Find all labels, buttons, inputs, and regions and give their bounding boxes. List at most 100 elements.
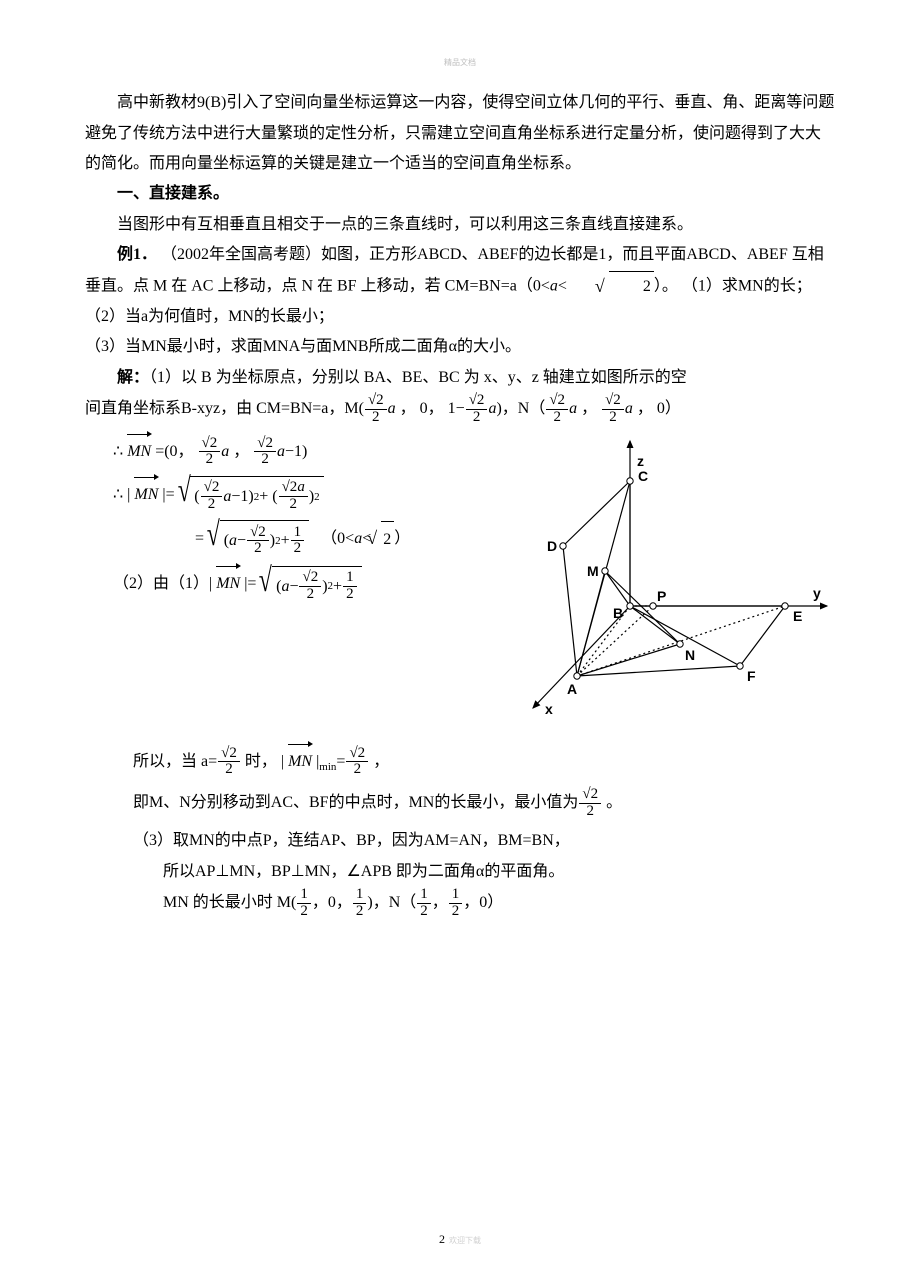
formula-mn-vec: ∴ MN =(0， √22a ， √22a−1) bbox=[113, 432, 495, 469]
section-title-text: 一、直接建系。 bbox=[117, 185, 229, 202]
frac-M1: √22 bbox=[365, 393, 387, 426]
p3-l3c: )，N（ bbox=[367, 894, 416, 911]
vec-MN-3: MN bbox=[216, 564, 240, 601]
p3-l3b: ，0， bbox=[312, 894, 352, 911]
frac-num: √2 bbox=[466, 393, 488, 410]
conclusion: 即M、N分别移动到AC、BF的中点时，MN的长最小，最小值为√22 。 bbox=[133, 785, 835, 820]
svg-text:F: F bbox=[747, 668, 756, 684]
frac-so-b: √22 bbox=[346, 746, 368, 779]
sol-p1-a: （1）以 B 为坐标原点，分别以 BA、BE、BC 为 x、y、z 轴建立如图所… bbox=[149, 369, 687, 386]
p3-l3d: ， bbox=[432, 894, 448, 911]
page-number-faint: 欢迎下载 bbox=[449, 1236, 481, 1245]
frac-den: 2 bbox=[254, 452, 276, 468]
frac-den: 2 bbox=[199, 452, 221, 468]
surd-icon: √ bbox=[259, 566, 272, 604]
svg-text:y: y bbox=[813, 585, 821, 601]
so-prefix: 所以，当 a= bbox=[133, 753, 217, 770]
page-number-value: 2 bbox=[439, 1232, 445, 1246]
frac-num: √2 bbox=[546, 393, 568, 410]
mn-len-eq: |= bbox=[158, 486, 174, 503]
figure-column: z y x B C A D E F M N P bbox=[505, 426, 835, 736]
conclusion-a: 即M、N分别移动到AC、BF的中点时，MN的长最小，最小值为 bbox=[133, 794, 578, 811]
conclusion-b: 。 bbox=[602, 794, 622, 811]
lt-1: < bbox=[541, 277, 550, 294]
svg-text:B: B bbox=[613, 605, 623, 621]
frac-den: 2 bbox=[602, 410, 624, 426]
solution-label: 解： bbox=[117, 369, 149, 386]
vec-MN-4: MN bbox=[288, 742, 312, 779]
so-comma: ， bbox=[369, 753, 389, 770]
example-1: 例1． （2002年全国高考题）如图，正方形ABCD、ABEF的边长都是1，而且… bbox=[85, 240, 835, 332]
vec-MN-1: MN bbox=[127, 432, 151, 469]
range-open-2: （ bbox=[321, 530, 337, 547]
frac-den: 2 bbox=[466, 410, 488, 426]
frac-so-a: √22 bbox=[218, 746, 240, 779]
frac-conc: √22 bbox=[579, 787, 601, 820]
math-column: ∴ MN =(0， √22a ， √22a−1) ∴ | MN |=√(√22a… bbox=[85, 426, 495, 610]
svg-text:A: A bbox=[567, 681, 577, 697]
formula-so: 所以，当 a=√22 时， | MN |min=√22 ， bbox=[133, 742, 835, 779]
therefore-1: ∴ bbox=[113, 443, 127, 460]
frac-v1: √22 bbox=[199, 436, 221, 469]
a-4: a bbox=[625, 400, 633, 417]
frac-num: √2 bbox=[602, 393, 624, 410]
surd-icon: √ bbox=[207, 520, 220, 558]
svg-text:D: D bbox=[547, 538, 557, 554]
part2-prefix: （2）由（1）| bbox=[113, 575, 216, 592]
frac-v2: √22 bbox=[254, 436, 276, 469]
svg-text:C: C bbox=[638, 468, 648, 484]
svg-text:x: x bbox=[545, 701, 553, 717]
svg-text:N: N bbox=[685, 647, 695, 663]
sqrt2-1: 2 bbox=[567, 271, 654, 302]
frac-N1: √22 bbox=[546, 393, 568, 426]
frac-M2: √22 bbox=[466, 393, 488, 426]
frac-p3-4: 12 bbox=[449, 887, 463, 920]
frac-den: 2 bbox=[546, 410, 568, 426]
frac-num: √2 bbox=[199, 436, 221, 453]
so-eq: = bbox=[336, 753, 345, 770]
sol-p1-e: ， bbox=[577, 400, 601, 417]
svg-text:M: M bbox=[587, 563, 599, 579]
example-part3: （3）当MN最小时，求面MNA与面MNB所成二面角α的大小。 bbox=[85, 332, 835, 362]
sol-p1-d: )，N（ bbox=[496, 400, 545, 417]
so-mid: 时， | bbox=[241, 753, 288, 770]
p3-l3e: ，0） bbox=[463, 894, 503, 911]
page-number: 2 欢迎下载 bbox=[0, 1228, 920, 1251]
svg-text:P: P bbox=[657, 588, 666, 604]
big-sqrt-1: √(√22a−1)2 + (√2a2)2 bbox=[175, 476, 324, 514]
part2-mid: |= bbox=[240, 575, 256, 592]
sqrt2-2: 2 bbox=[371, 521, 394, 557]
svg-text:z: z bbox=[637, 453, 644, 469]
frac-p3-1: 12 bbox=[297, 887, 311, 920]
intro-paragraph: 高中新教材9(B)引入了空间向量坐标运算这一内容，使得空间立体几何的平行、垂直、… bbox=[85, 88, 835, 179]
sol-p1-b: 间直角坐标系B-xyz，由 CM=BN=a，M( bbox=[85, 400, 364, 417]
math-and-figure-row: ∴ MN =(0， √22a ， √22a−1) ∴ | MN |=√(√22a… bbox=[85, 426, 835, 736]
mn-vec-end: −1) bbox=[285, 443, 307, 460]
section-title: 一、直接建系。 bbox=[85, 179, 835, 209]
range-lhs: 0 bbox=[533, 277, 541, 294]
mn-vec-eq: =(0， bbox=[151, 443, 197, 460]
radicand-1: (√22a−1)2 + (√2a2)2 bbox=[190, 476, 323, 514]
frac-N2: √22 bbox=[602, 393, 624, 426]
radicand-2: (a − √22)2 + 12 bbox=[220, 520, 309, 558]
sub-min: min bbox=[319, 761, 336, 773]
frac-p3-3: 12 bbox=[417, 887, 431, 920]
range-var: a bbox=[550, 277, 558, 294]
a-3: a bbox=[569, 400, 577, 417]
geometry-figure: z y x B C A D E F M N P bbox=[505, 426, 835, 736]
formula-mn-len-2: =√(a − √22)2 + 12 （0<a<2） bbox=[195, 520, 495, 558]
solution-p1: 解：（1）以 B 为坐标原点，分别以 BA、BE、BC 为 x、y、z 轴建立如… bbox=[85, 363, 835, 393]
part3-l1: （3）取MN的中点P，连结AP、BP，因为AM=AN，BM=BN， bbox=[133, 826, 835, 856]
radicand-3: (a − √22)2 + 12 bbox=[272, 566, 361, 604]
svg-text:E: E bbox=[793, 608, 802, 624]
big-sqrt-2: √(a − √22)2 + 12 bbox=[204, 520, 309, 558]
therefore-2: ∴ | bbox=[113, 486, 134, 503]
vec-MN-2: MN bbox=[134, 475, 158, 512]
example-label: 例1． bbox=[117, 246, 157, 263]
frac-num: √2 bbox=[254, 436, 276, 453]
p3-l3a: MN 的长最小时 M( bbox=[163, 894, 296, 911]
surd-icon: √ bbox=[177, 476, 190, 514]
frac-num: √2 bbox=[365, 393, 387, 410]
formula-part2: （2）由（1）| MN |=√(a − √22)2 + 12 bbox=[113, 564, 495, 603]
sqrt2-rad-1: 2 bbox=[609, 271, 654, 302]
